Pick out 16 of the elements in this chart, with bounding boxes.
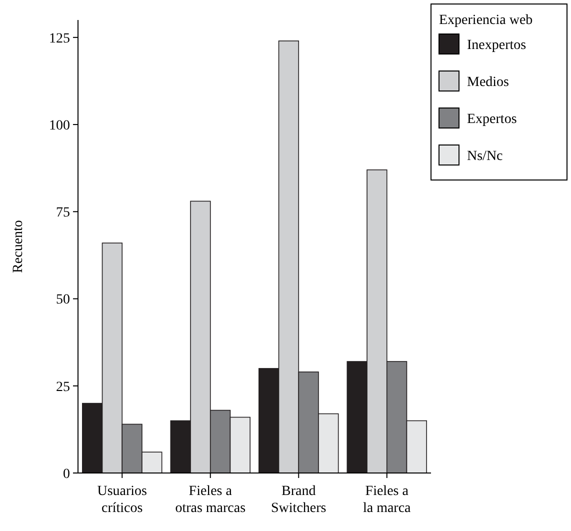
legend-title: Experiencia web (439, 13, 533, 28)
x-tick-label: Brand Switchers (271, 484, 326, 516)
y-tick-label: 75 (56, 206, 70, 221)
y-tick-label: 50 (56, 292, 70, 308)
legend-label: Expertos (467, 112, 517, 127)
legend-label: Inexpertos (467, 38, 526, 53)
legend-label: Medios (467, 74, 509, 90)
y-tick-label: 125 (49, 31, 70, 46)
y-tick-label: 0 (63, 466, 70, 482)
x-tick-label: Usuarios críticos (97, 484, 148, 516)
y-tick-label: 25 (56, 380, 70, 395)
y-tick-label: 100 (49, 118, 70, 134)
y-axis-title: Recuento (11, 220, 26, 273)
x-tick-label: Fieles a otras marcas (175, 484, 246, 516)
legend-label: Ns/Nc (467, 148, 503, 164)
x-tick-label: Fieles a la marca (362, 484, 412, 516)
